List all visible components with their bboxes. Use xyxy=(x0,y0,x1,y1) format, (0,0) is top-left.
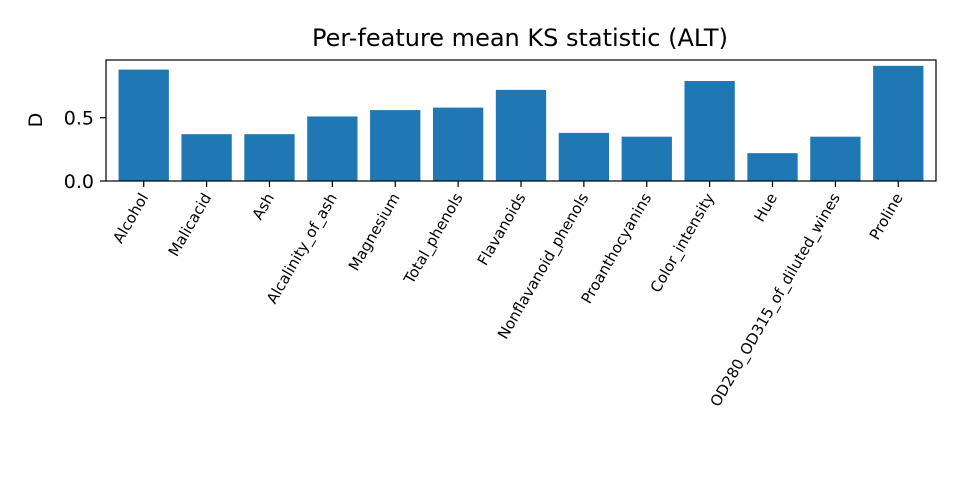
x-tick-label: Ash xyxy=(249,190,278,223)
x-tick-label: OD280_OD315_of_diluted_wines xyxy=(707,190,845,410)
x-tick-label: Flavanoids xyxy=(474,190,530,269)
bar-flavanoids xyxy=(495,89,547,181)
y-tick-label: 0.5 xyxy=(64,108,94,130)
bars-group xyxy=(118,65,924,181)
bar-alcalinity-of-ash xyxy=(307,116,358,181)
x-tick-label: Hue xyxy=(750,190,781,225)
bar-ash xyxy=(244,134,295,181)
y-axis-label: D xyxy=(25,113,47,128)
x-tick-label: Total_phenols xyxy=(400,190,468,288)
x-tick-label: Proline xyxy=(866,190,907,243)
bar-od280-od315-of-diluted-wines xyxy=(810,136,861,181)
x-tick-label: Alcohol xyxy=(109,190,152,246)
y-tick-label: 0.0 xyxy=(64,171,94,193)
bar-total-phenols xyxy=(432,107,484,181)
bar-malicacid xyxy=(181,134,232,181)
bar-color-intensity xyxy=(684,81,735,181)
bar-proanthocyanins xyxy=(621,136,672,181)
plot-frame xyxy=(105,59,937,182)
bar-alcohol xyxy=(118,69,169,181)
y-axis: 0.0 0.5 xyxy=(64,108,106,193)
x-tick-label: Alcalinity_of_ash xyxy=(263,190,342,307)
x-tick-label: Malicacid xyxy=(165,190,216,259)
x-tick-label: Magnesium xyxy=(345,190,404,274)
x-tick-label: Color_intensity xyxy=(647,190,719,296)
bar-magnesium xyxy=(370,110,421,181)
bar-hue xyxy=(747,153,798,181)
bar-nonflavanoid-phenols xyxy=(558,132,610,181)
chart-title: Per-feature mean KS statistic (ALT) xyxy=(312,24,728,52)
bar-proline xyxy=(873,65,924,181)
x-tick-label: Proanthocyanins xyxy=(577,190,655,307)
